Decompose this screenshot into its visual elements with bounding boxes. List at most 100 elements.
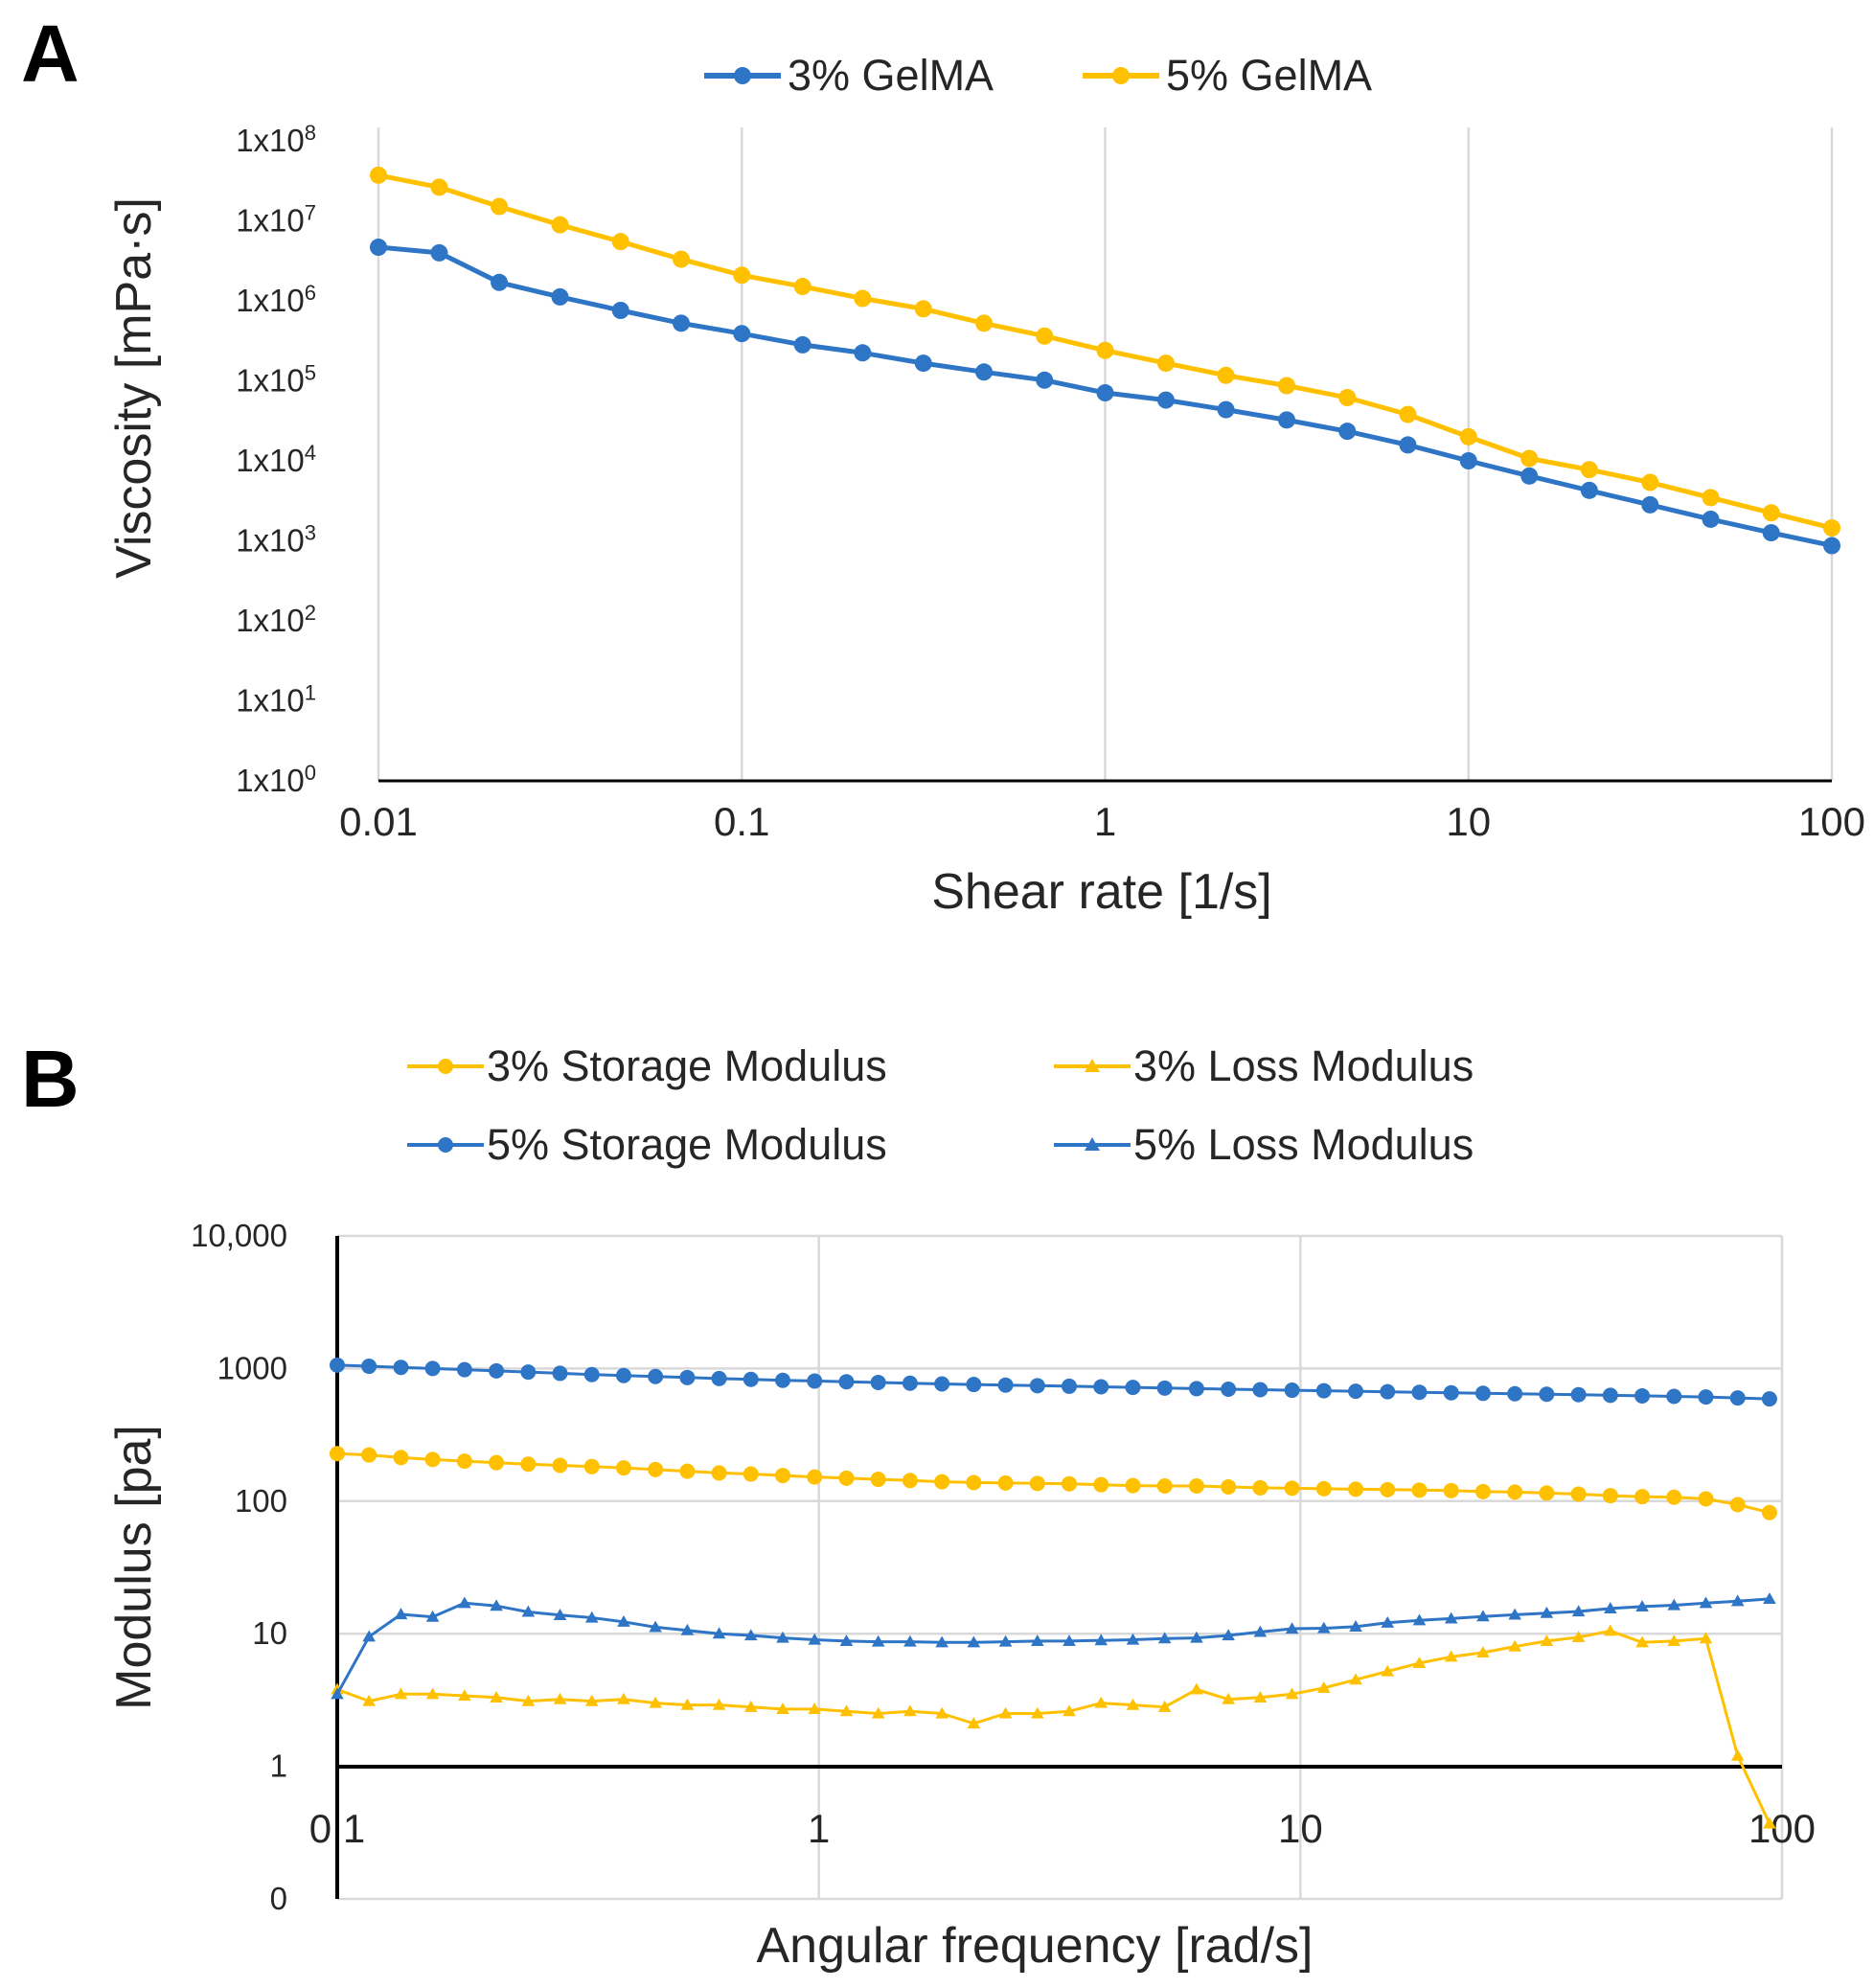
legend-b-5pct-storage-marker [438, 1137, 453, 1153]
data-point [1125, 1477, 1141, 1494]
series-5-gelma [370, 166, 1840, 537]
data-point [1602, 1387, 1618, 1404]
data-point [1507, 1484, 1523, 1500]
data-point [521, 1694, 536, 1706]
y-tick-label: 1x100 [236, 761, 316, 798]
data-point [1761, 1504, 1777, 1520]
legend-b-5pct-loss-label: 5% Loss Modulus [1133, 1120, 1474, 1169]
data-point [672, 314, 690, 332]
x-tick-label: 1 [1094, 799, 1116, 844]
data-point [1036, 371, 1054, 389]
y-tick-label: 1x105 [236, 361, 316, 399]
data-point [1667, 1634, 1681, 1646]
data-point [520, 1456, 537, 1473]
data-point [793, 335, 811, 354]
data-point [808, 1702, 822, 1714]
data-point [1444, 1650, 1458, 1662]
data-point [1278, 411, 1296, 429]
legend-b-5pct-storage-label: 5% Storage Modulus [487, 1120, 887, 1169]
data-point [775, 1468, 791, 1484]
data-point [490, 1691, 503, 1702]
data-point [424, 1360, 441, 1377]
series-3-gelma [370, 239, 1840, 555]
data-point [711, 1465, 727, 1481]
data-point [1338, 423, 1357, 441]
data-point [914, 354, 932, 373]
data-point [1126, 1698, 1140, 1710]
data-point [839, 1704, 854, 1717]
legend-b-3pct-storage-label: 3% Storage Modulus [487, 1041, 887, 1090]
data-point [1348, 1481, 1364, 1497]
data-point [854, 344, 872, 362]
data-point [712, 1698, 726, 1710]
data-point [551, 287, 569, 306]
data-point [394, 1687, 408, 1700]
data-point [361, 1447, 377, 1463]
data-point [521, 1605, 536, 1617]
data-point [1156, 1380, 1173, 1396]
y-ticks-b: 0 1 10 100 1000 10,000 [191, 1218, 287, 1916]
data-point [1702, 489, 1720, 507]
data-point [1190, 1682, 1203, 1695]
data-point [425, 1610, 440, 1622]
data-point [1029, 1475, 1045, 1492]
series-line [336, 1629, 1771, 1825]
data-point [998, 1706, 1013, 1719]
data-point [1699, 1632, 1713, 1644]
data-point [458, 1596, 471, 1609]
y-tick-label: 1x104 [236, 441, 316, 478]
data-point [553, 1692, 567, 1704]
data-point [648, 1461, 664, 1477]
data-point [1580, 481, 1598, 499]
data-point [1762, 504, 1780, 522]
data-point [1474, 1483, 1491, 1499]
data-point [615, 1367, 631, 1383]
legend-a-5pct-label: 5% GelMA [1166, 51, 1372, 100]
data-point [617, 1614, 630, 1627]
data-point [743, 1629, 758, 1641]
data-point [1604, 1624, 1617, 1636]
data-point [1634, 1489, 1651, 1505]
data-point [1380, 1383, 1396, 1400]
data-point [648, 1368, 664, 1384]
data-point [1571, 1605, 1586, 1617]
data-point [1729, 1497, 1746, 1513]
data-point [1349, 1620, 1362, 1632]
data-point [1762, 524, 1780, 542]
data-point [775, 1372, 791, 1388]
legend-a-3pct-label: 3% GelMA [788, 51, 994, 100]
y-tick-label: 1x103 [236, 521, 316, 559]
data-point [712, 1627, 726, 1639]
data-point [1315, 1480, 1332, 1497]
data-point [1761, 1391, 1777, 1407]
series-line [335, 1597, 1771, 1696]
data-point [838, 1470, 855, 1486]
series-line [336, 1451, 1771, 1515]
data-point [458, 1689, 471, 1702]
data-point [1730, 1594, 1745, 1607]
data-point [424, 1451, 441, 1468]
x-axis-title-a: Shear rate [1/s] [931, 864, 1272, 920]
data-point [839, 1634, 854, 1646]
data-point [975, 363, 994, 381]
series-5-storage-modulus [330, 1357, 1777, 1407]
data-point [1459, 427, 1477, 446]
data-point [1539, 1386, 1555, 1403]
data-point [870, 1472, 886, 1488]
gridlines-b [335, 1234, 1784, 1901]
data-point [1348, 1383, 1364, 1400]
data-point [776, 1631, 789, 1643]
data-point [1253, 1625, 1268, 1637]
data-point [1730, 1748, 1745, 1761]
data-point [520, 1364, 537, 1381]
data-point [1444, 1611, 1458, 1624]
data-point [1540, 1634, 1554, 1646]
data-point [935, 1635, 948, 1648]
data-point [456, 1361, 472, 1378]
y-tick-label: 1x102 [236, 601, 316, 638]
data-point [1666, 1388, 1682, 1405]
data-point [1580, 461, 1598, 479]
data-point [1190, 1631, 1203, 1643]
series-3-storage-modulus [330, 1446, 1777, 1520]
